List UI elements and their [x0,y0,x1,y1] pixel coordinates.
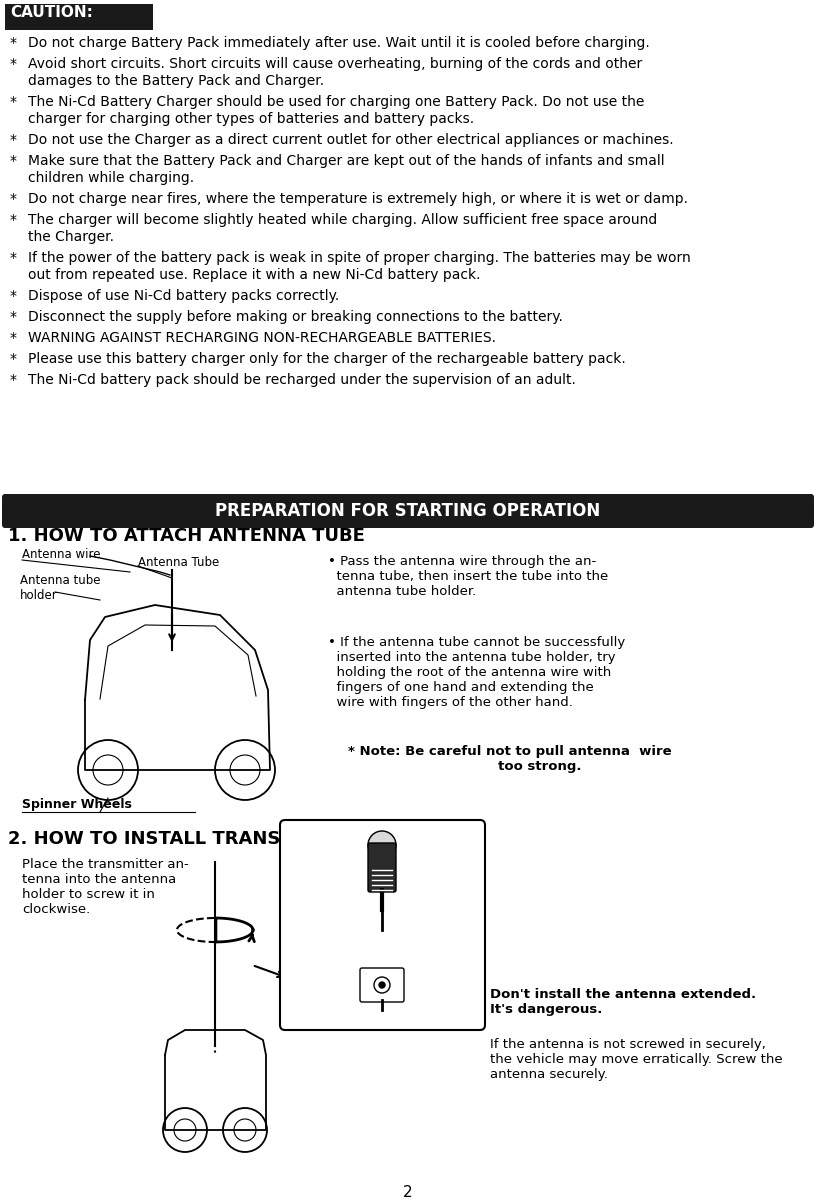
Text: charger for charging other types of batteries and battery packs.: charger for charging other types of batt… [28,112,474,126]
Text: Dispose of use Ni-Cd battery packs correctly.: Dispose of use Ni-Cd battery packs corre… [28,289,339,303]
Text: *: * [10,251,17,265]
Text: *: * [10,56,17,71]
Text: Transmitter
antenna: Transmitter antenna [407,890,467,912]
Text: The charger will become slightly heated while charging. Allow sufficient free sp: The charger will become slightly heated … [28,213,657,227]
Text: Antenna wire: Antenna wire [22,548,100,561]
Text: *: * [10,154,17,168]
Text: The Ni-Cd battery pack should be recharged under the supervision of an adult.: The Ni-Cd battery pack should be recharg… [28,374,576,387]
Text: *: * [10,133,17,147]
Text: * Note: Be careful not to pull antenna  wire
             too strong.: * Note: Be careful not to pull antenna w… [348,745,672,773]
Text: children while charging.: children while charging. [28,171,194,185]
Text: The Ni-Cd Battery Charger should be used for charging one Battery Pack. Do not u: The Ni-Cd Battery Charger should be used… [28,95,645,109]
Text: PREPARATION FOR STARTING OPERATION: PREPARATION FOR STARTING OPERATION [215,502,601,520]
Text: If the power of the battery pack is weak in spite of proper charging. The batter: If the power of the battery pack is weak… [28,251,691,265]
Text: Place the transmitter an-
tenna into the antenna
holder to screw it in
clockwise: Place the transmitter an- tenna into the… [22,858,188,916]
Text: Antenna Tube: Antenna Tube [138,556,220,569]
Text: *: * [10,310,17,324]
Text: Spinner Wheels: Spinner Wheels [22,797,132,811]
Text: Do not charge Battery Pack immediately after use. Wait until it is cooled before: Do not charge Battery Pack immediately a… [28,36,650,50]
Text: Make sure that the Battery Pack and Charger are kept out of the hands of infants: Make sure that the Battery Pack and Char… [28,154,664,168]
Text: Do not charge near fires, where the temperature is extremely high, or where it i: Do not charge near fires, where the temp… [28,192,688,207]
Text: *: * [10,331,17,345]
Text: 1. HOW TO ATTACH ANTENNA TUBE: 1. HOW TO ATTACH ANTENNA TUBE [8,527,365,545]
Text: the Charger.: the Charger. [28,231,114,244]
Text: If the antenna is not screwed in securely,
the vehicle may move erratically. Scr: If the antenna is not screwed in securel… [490,1038,783,1081]
Text: out from repeated use. Replace it with a new Ni-Cd battery pack.: out from repeated use. Replace it with a… [28,268,481,282]
FancyBboxPatch shape [280,820,485,1030]
FancyBboxPatch shape [360,968,404,1002]
Text: *: * [10,95,17,109]
Text: • Pass the antenna wire through the an-
  tenna tube, then insert the tube into : • Pass the antenna wire through the an- … [328,555,608,598]
Text: Do not use the Charger as a direct current outlet for other electrical appliance: Do not use the Charger as a direct curre… [28,133,674,147]
Circle shape [368,831,396,859]
Text: *: * [10,192,17,207]
FancyBboxPatch shape [368,843,396,892]
Text: • If the antenna tube cannot be successfully
  inserted into the antenna tube ho: • If the antenna tube cannot be successf… [328,637,625,709]
FancyBboxPatch shape [2,494,814,528]
Text: *: * [10,289,17,303]
Text: Please use this battery charger only for the charger of the rechargeable battery: Please use this battery charger only for… [28,352,626,366]
Text: *: * [10,213,17,227]
Text: 2: 2 [403,1185,413,1200]
Text: 2. HOW TO INSTALL TRANSMITTER ANTENNA: 2. HOW TO INSTALL TRANSMITTER ANTENNA [8,830,459,848]
Text: Antenna tube
holder: Antenna tube holder [20,574,100,602]
Text: Don't install the antenna extended.
It's dangerous.: Don't install the antenna extended. It's… [490,988,756,1016]
Circle shape [379,982,385,988]
Text: *: * [10,36,17,50]
Text: *: * [10,374,17,387]
Bar [5,4,153,30]
Text: WARNING AGAINST RECHARGING NON-RECHARGEABLE BATTERIES.: WARNING AGAINST RECHARGING NON-RECHARGEA… [28,331,496,345]
Text: CAUTION:: CAUTION: [10,5,93,20]
Text: *: * [10,352,17,366]
Text: Disconnect the supply before making or breaking connections to the battery.: Disconnect the supply before making or b… [28,310,563,324]
Text: Avoid short circuits. Short circuits will cause overheating, burning of the cord: Avoid short circuits. Short circuits wil… [28,56,642,71]
Text: damages to the Battery Pack and Charger.: damages to the Battery Pack and Charger. [28,74,324,88]
